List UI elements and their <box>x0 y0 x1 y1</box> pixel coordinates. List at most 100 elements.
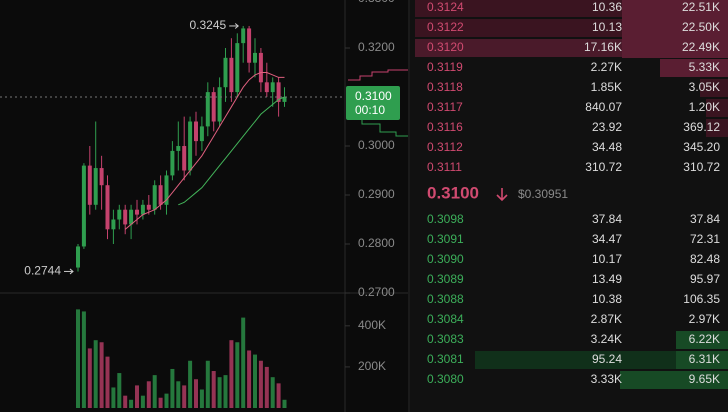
book-price: 0.3084 <box>427 312 464 326</box>
depth-bar <box>700 79 728 97</box>
annotation-arrowhead <box>69 268 74 275</box>
book-price: 0.3117 <box>427 100 463 114</box>
book-amount: 10.38 <box>592 292 622 306</box>
book-price: 0.3119 <box>427 60 463 74</box>
volume-bar <box>253 354 257 408</box>
candle-body <box>276 82 281 102</box>
candle-body <box>205 92 210 127</box>
depth-bar <box>620 371 728 389</box>
book-total: 5.33K <box>689 60 720 74</box>
down-arrow <box>496 188 508 202</box>
book-total: 1.20K <box>689 100 720 114</box>
y-tick-label: 0.2900 <box>358 187 395 201</box>
candle-body <box>158 185 163 205</box>
book-amount: 34.48 <box>592 140 622 154</box>
volume-bar <box>205 360 210 408</box>
price-tag <box>346 86 400 121</box>
book-price: 0.3080 <box>427 372 464 386</box>
candle-body <box>135 209 139 215</box>
book-price: 0.3088 <box>427 292 464 306</box>
book-total: 6.22K <box>689 332 720 346</box>
candle-body <box>87 165 92 205</box>
volume-bar <box>140 395 145 408</box>
book-amount: 840.07 <box>585 100 622 114</box>
volume-bar <box>194 379 198 408</box>
volume-bar <box>270 377 275 408</box>
book-total: 2.97K <box>689 312 720 326</box>
volume-bar <box>111 387 116 408</box>
volume-bar <box>247 350 252 408</box>
candle-body <box>247 28 252 63</box>
book-price: 0.3120 <box>427 40 464 54</box>
book-price: 0.3081 <box>427 352 464 366</box>
book-amount: 37.84 <box>592 212 622 226</box>
candle-body <box>194 121 198 142</box>
volume-bar <box>99 342 104 408</box>
book-total: 345.20 <box>683 140 720 154</box>
volume-bar <box>76 309 80 408</box>
candle-body <box>170 150 175 176</box>
depth-bar <box>475 351 728 369</box>
y-tick-label: 0.2700 <box>358 285 395 299</box>
volume-bar <box>217 377 222 408</box>
candle-body <box>235 43 240 93</box>
depth-ask <box>348 69 408 81</box>
book-total: 22.50K <box>682 20 720 34</box>
book-price: 0.3111 <box>427 160 462 174</box>
book-amount: 13.49 <box>592 272 622 286</box>
book-price: 0.3118 <box>427 80 463 94</box>
volume-bar <box>276 383 281 408</box>
candle-body <box>76 246 80 268</box>
volume-bar <box>258 360 263 408</box>
candle-body <box>223 57 228 88</box>
book-total: 95.97 <box>690 272 720 286</box>
volume-bar <box>117 373 122 408</box>
book-price: 0.3083 <box>427 332 464 346</box>
price-tag-label: 0.3100 <box>355 89 392 103</box>
volume-bar <box>164 393 169 408</box>
book-price: 0.3091 <box>427 232 464 246</box>
book-total: 369.12 <box>683 120 720 134</box>
volume-bar <box>176 381 181 408</box>
mid-price: 0.3100 <box>427 183 479 202</box>
volume-bar <box>264 366 269 408</box>
candle-body <box>81 165 86 247</box>
candle-body <box>176 146 181 151</box>
depth-bar <box>660 59 728 77</box>
book-price: 0.3090 <box>427 252 464 266</box>
y-tick-label: 0.3200 <box>358 40 395 54</box>
book-total: 37.84 <box>690 212 720 226</box>
candle-body <box>146 204 151 210</box>
book-price: 0.3124 <box>427 0 464 14</box>
volume-bar <box>129 399 134 408</box>
candle-body <box>111 219 116 230</box>
candle-body <box>164 175 169 205</box>
book-amount: 3.24K <box>591 332 622 346</box>
volume-bar <box>182 385 187 408</box>
candle-body <box>129 209 134 225</box>
book-amount: 34.47 <box>592 232 622 246</box>
candle-body <box>123 209 128 225</box>
book-total: 22.51K <box>682 0 720 14</box>
bid-depth-bars <box>475 331 728 389</box>
annotation: 0.3245 <box>189 18 226 32</box>
book-amount: 2.27K <box>591 60 622 74</box>
book-price: 0.3122 <box>427 20 464 34</box>
candle-body <box>258 52 263 83</box>
candle-body <box>217 87 222 122</box>
volume-bar <box>135 385 139 408</box>
book-amount: 3.33K <box>591 372 622 386</box>
book-total: 82.48 <box>690 252 720 266</box>
book-price: 0.3116 <box>427 120 463 134</box>
volume-bar <box>152 375 157 408</box>
book-total: 22.49K <box>682 40 720 54</box>
volume-bar <box>93 340 98 408</box>
book-amount: 17.16K <box>584 40 622 54</box>
book-amount: 10.36 <box>592 0 622 14</box>
y-tick-label: 0.2800 <box>358 236 395 250</box>
volume-bar <box>170 368 175 408</box>
book-total: 72.31 <box>690 232 720 246</box>
volume-bar <box>158 397 163 408</box>
